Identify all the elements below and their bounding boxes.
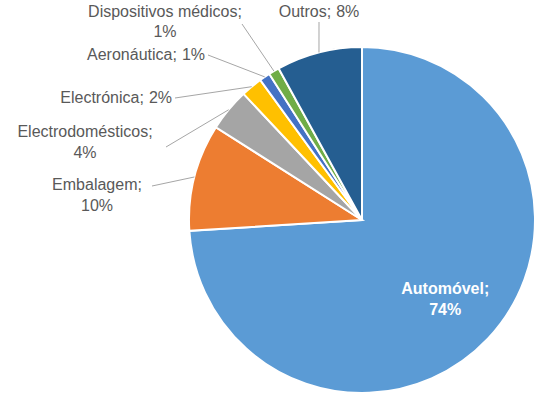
labels: Automóvel; 74% Embalagem; 10% Electrodomésti… bbox=[17, 3, 489, 318]
label-category: Aeronáutica; bbox=[87, 46, 177, 63]
label-category: Electrónica; bbox=[60, 89, 144, 106]
pie-slice bbox=[189, 47, 535, 393]
chart-container: Automóvel; 74% Embalagem; 10% Electrodomésti… bbox=[0, 0, 547, 403]
data-label: Automóvel; 74% bbox=[401, 280, 489, 318]
label-category: Automóvel; bbox=[401, 280, 489, 297]
label-value: 8% bbox=[336, 3, 359, 20]
data-label: Dispositivos médicos; 1% bbox=[88, 3, 242, 40]
leader-line bbox=[152, 177, 194, 186]
label-value: 1% bbox=[153, 23, 176, 40]
data-label: Embalagem; 10% bbox=[52, 176, 142, 214]
data-label: Electrónica; 2% bbox=[60, 89, 172, 106]
leader-line bbox=[242, 24, 274, 71]
pie-slice bbox=[279, 47, 362, 220]
label-value: 10% bbox=[81, 197, 113, 214]
label-value: 2% bbox=[149, 89, 172, 106]
label-category: Embalagem; bbox=[52, 176, 142, 193]
label-category: Electrodomésticos; bbox=[17, 123, 152, 140]
data-label: Aeronáutica; 1% bbox=[87, 46, 205, 63]
leader-line bbox=[318, 22, 319, 52]
label-value: 4% bbox=[73, 144, 96, 161]
data-label: Electrodomésticos; 4% bbox=[17, 123, 152, 161]
leader-line bbox=[175, 87, 252, 98]
data-label: Outros; 8% bbox=[279, 3, 360, 20]
label-category: Outros; bbox=[279, 3, 331, 20]
label-value: 74% bbox=[429, 301, 461, 318]
pie-chart: Automóvel; 74% Embalagem; 10% Electrodomésti… bbox=[0, 0, 547, 403]
leader-line bbox=[166, 110, 229, 147]
label-value: 1% bbox=[182, 46, 205, 63]
label-category: Dispositivos médicos; bbox=[88, 3, 242, 20]
slices bbox=[189, 47, 535, 393]
leader-line bbox=[208, 55, 265, 77]
